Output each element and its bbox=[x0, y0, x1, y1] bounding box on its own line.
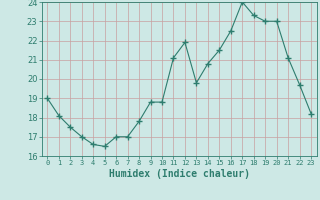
X-axis label: Humidex (Indice chaleur): Humidex (Indice chaleur) bbox=[109, 169, 250, 179]
